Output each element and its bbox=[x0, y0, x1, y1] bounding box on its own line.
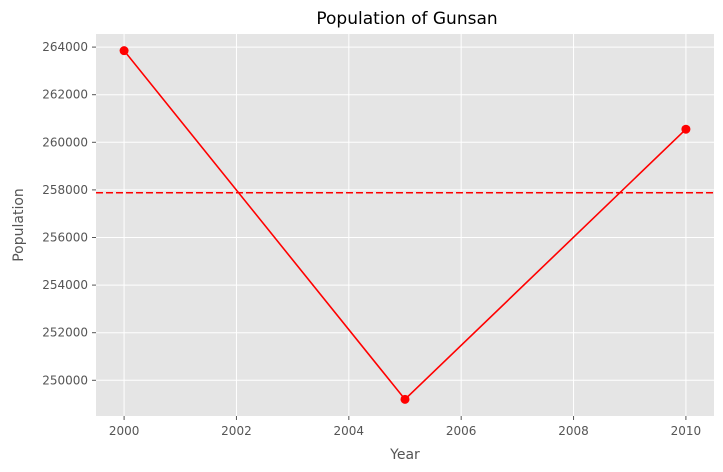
x-tick-label: 2004 bbox=[334, 424, 365, 438]
y-tick-label: 252000 bbox=[42, 326, 88, 340]
data-point bbox=[119, 46, 129, 56]
x-axis-ticks: 2000 2002 2004 2006 2008 2010 bbox=[109, 416, 701, 438]
x-tick-label: 2002 bbox=[221, 424, 252, 438]
y-tick-label: 262000 bbox=[42, 88, 88, 102]
y-axis-ticks: 250000 252000 254000 256000 258000 260000 2620… bbox=[42, 40, 96, 387]
y-tick-label: 254000 bbox=[42, 278, 88, 292]
x-tick-label: 2000 bbox=[109, 424, 140, 438]
data-points bbox=[119, 46, 691, 404]
data-point bbox=[681, 124, 691, 134]
x-tick-label: 2010 bbox=[671, 424, 702, 438]
y-tick-label: 260000 bbox=[42, 135, 88, 149]
chart-title: Population of Gunsan bbox=[316, 9, 497, 29]
gridlines bbox=[96, 34, 714, 416]
data-point bbox=[400, 394, 410, 404]
y-tick-label: 256000 bbox=[42, 230, 88, 244]
plot-area bbox=[96, 34, 714, 416]
x-tick-label: 2008 bbox=[558, 424, 589, 438]
y-tick-label: 264000 bbox=[42, 40, 88, 54]
y-axis-label: Population bbox=[11, 188, 27, 262]
y-tick-label: 258000 bbox=[42, 183, 88, 197]
y-tick-label: 250000 bbox=[42, 373, 88, 387]
x-axis-label: Year bbox=[389, 447, 420, 463]
x-tick-label: 2006 bbox=[446, 424, 477, 438]
